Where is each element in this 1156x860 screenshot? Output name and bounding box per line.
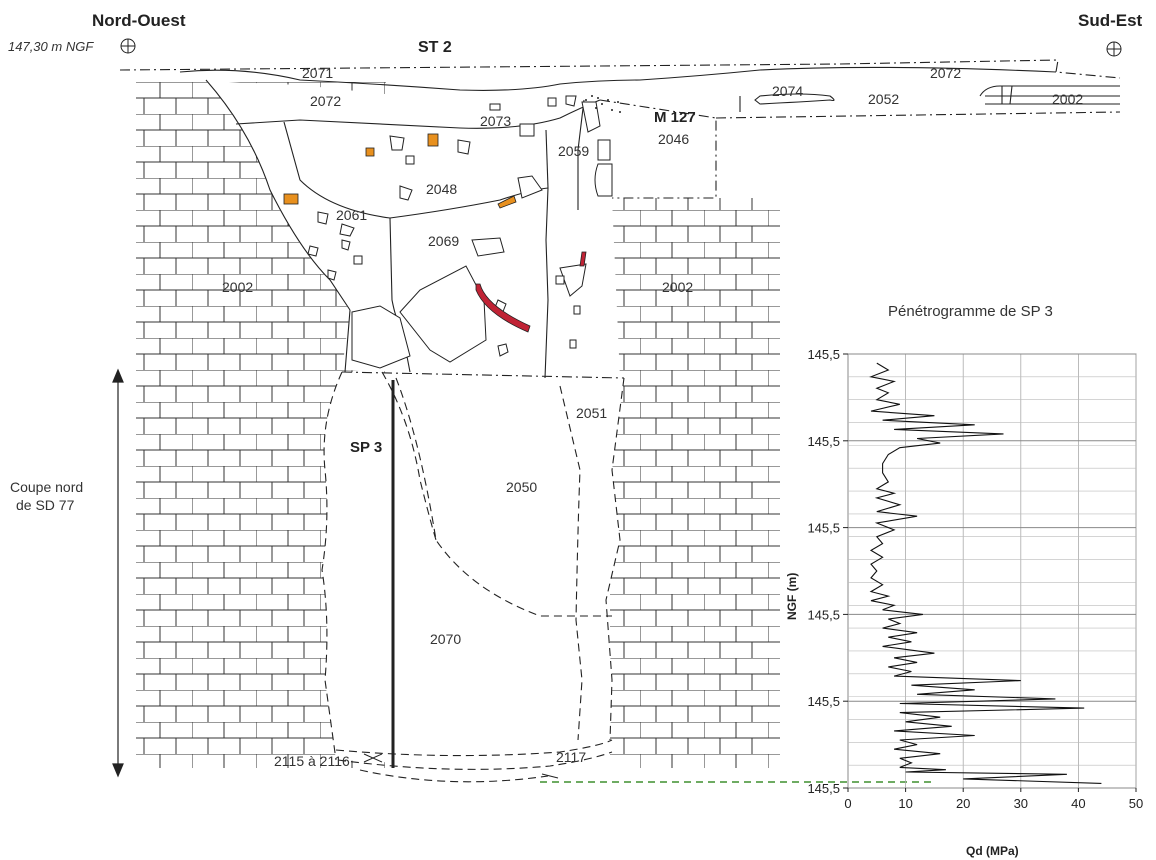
left-datum-icon [120,38,136,54]
unit-2069: 2069 [428,233,459,249]
unit-2117: 2117 [556,749,586,765]
stones [307,95,613,369]
chart-grid [847,353,1137,789]
right-wall-bricks [610,198,780,768]
sp3-label: SP 3 [350,439,382,456]
x-tick-label: 20 [956,796,970,811]
chart-xlabel: Qd (MPa) [966,844,1019,858]
unit-2074: 2074 [772,83,803,99]
unit-2070: 2070 [430,631,461,647]
chart-ylabel: NGF (m) [785,573,799,620]
unit-2052: 2052 [868,91,899,107]
x-tick-label: 0 [844,796,851,811]
right-datum-icon [1106,41,1122,57]
unit-2059: 2059 [558,143,589,159]
south-east-title: Sud-Est [1078,11,1143,30]
unit-2051: 2051 [576,405,607,421]
top-layers [119,59,1121,311]
qd-series-line [869,362,1102,784]
unit-2072-right: 2072 [930,65,961,81]
north-west-title: Nord-Ouest [92,11,186,30]
st2-title: ST 2 [418,39,452,56]
x-tick-label: 30 [1014,796,1028,811]
unit-2046: 2046 [658,131,689,147]
y-tick-label: 145,5 [807,781,840,796]
section-label-line1: Coupe nord [10,479,83,495]
y-tick-label: 145,5 [807,434,840,449]
y-tick-label: 145,5 [807,607,840,622]
x-tick-label: 50 [1129,796,1143,811]
chart-ticks: 145,5 145,5 145,5 145,5 145,5 145,5 0 10 20 30 40 5… [807,347,1143,811]
unit-2071: 2071 [302,65,333,81]
unit-2002-left: 2002 [222,279,253,295]
unit-2050: 2050 [506,479,537,495]
y-tick-label: 145,5 [807,694,840,709]
unit-2072-left: 2072 [310,93,341,109]
unit-2061: 2061 [336,207,367,223]
unit-2002-right: 2002 [662,279,693,295]
m127-label: M 127 [654,109,696,126]
lower-pit-lines [321,371,625,783]
unit-2048: 2048 [426,181,457,197]
section-label-line2: de SD 77 [16,497,75,513]
lower-pit-fill [322,372,624,770]
x-tick-label: 40 [1071,796,1085,811]
y-tick-label: 145,5 [807,521,840,536]
upper-fill [136,78,716,378]
unit-2002-top: 2002 [1052,91,1083,107]
chart-title: Pénétrogramme de SP 3 [888,303,1053,320]
unit-2073: 2073 [480,113,511,129]
x-tick-label: 10 [898,796,912,811]
y-tick-label: 145,5 [807,347,840,362]
stipple-dots [585,95,621,113]
section-arrow [112,368,124,778]
unit-2115-2116: 2115 à 2116 [274,753,350,769]
left-altitude-label: 147,30 m NGF [8,39,94,54]
cross-markers [363,753,559,779]
penetrogram-chart: Pénétrogramme de SP 3 NGF (m) Qd (MPa) 1… [785,303,1143,858]
colored-inclusions [283,133,587,333]
